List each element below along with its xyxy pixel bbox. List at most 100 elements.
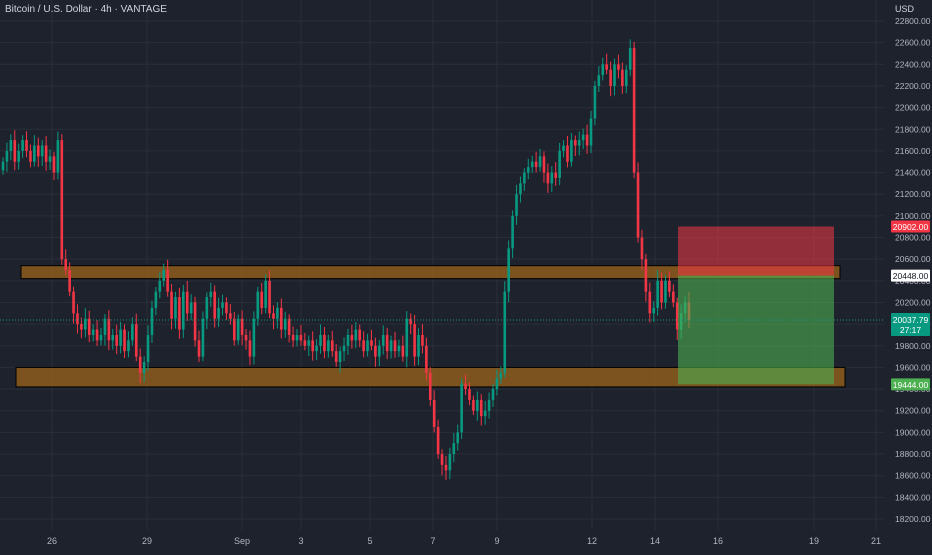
candle-body: [327, 340, 330, 352]
candle-body: [205, 297, 209, 319]
x-tick-label: 19: [809, 536, 819, 546]
candle-body: [283, 318, 287, 330]
candle-body: [99, 334, 103, 341]
candle-body: [76, 313, 79, 325]
candle-body: [644, 259, 648, 292]
candle-body: [52, 156, 56, 173]
price-tag-label: 20448.00: [893, 271, 929, 281]
candle-body: [554, 172, 558, 178]
candle-body: [491, 389, 495, 400]
candle-body: [542, 156, 546, 173]
candle-body: [244, 334, 248, 341]
y-tick-label: 19800.00: [895, 341, 931, 351]
x-tick-label: 9: [494, 536, 499, 546]
candle-body: [401, 345, 405, 357]
candle-body: [640, 237, 644, 260]
candle-body: [589, 118, 593, 146]
chart-title: Bitcoin / U.S. Dollar · 4h · VANTAGE: [5, 4, 167, 15]
x-tick-label: 7: [430, 536, 435, 546]
candle-body: [624, 69, 628, 86]
candle-body: [311, 340, 314, 352]
candle-body: [405, 318, 409, 357]
candle-body: [421, 334, 424, 346]
candle-body: [319, 334, 322, 346]
candle-body: [378, 345, 381, 357]
candle-body: [72, 291, 75, 314]
last-price-value: 20037.79: [893, 315, 929, 325]
x-tick-label: 26: [47, 536, 57, 546]
candle-body: [193, 302, 197, 341]
candle-body: [585, 134, 589, 146]
candle-body: [503, 291, 507, 373]
candle-body: [197, 340, 201, 357]
candle-body: [330, 340, 334, 352]
candle-body: [248, 340, 252, 357]
candle-body: [436, 426, 440, 455]
candle-body: [264, 280, 267, 308]
candle-body: [570, 140, 573, 162]
candle-body: [56, 140, 60, 173]
candle-body: [154, 291, 158, 308]
candle-body: [597, 75, 601, 86]
candle-body: [138, 356, 142, 373]
currency-label: USD: [895, 4, 915, 14]
candle-body: [660, 280, 663, 303]
candle-body: [577, 140, 581, 146]
x-tick-label: 29: [142, 536, 152, 546]
zone-rectangle: [20, 265, 841, 280]
candle-body: [558, 150, 561, 178]
y-tick-label: 21200.00: [895, 189, 931, 199]
candle-body: [323, 334, 326, 352]
candle-body: [605, 64, 608, 70]
candle-body: [272, 313, 275, 319]
candle-body: [299, 334, 303, 341]
candle-body: [232, 318, 236, 341]
y-tick-label: 20200.00: [895, 297, 931, 307]
candle-body: [389, 340, 393, 352]
y-tick-label: 22200.00: [895, 81, 931, 91]
exchange-label: VANTAGE: [120, 4, 167, 15]
candle-body: [33, 145, 36, 162]
candle-body: [236, 318, 240, 341]
candle-body: [413, 324, 416, 357]
candle-body: [342, 345, 346, 352]
candle-body: [664, 280, 667, 303]
candle-body: [225, 302, 228, 314]
candle-body: [68, 270, 71, 292]
x-tick-label: 5: [367, 536, 372, 546]
candle-body: [628, 48, 632, 70]
candle-body: [397, 345, 401, 352]
candle-body: [456, 432, 460, 444]
stop-loss-zone: [678, 226, 834, 276]
candle-body: [252, 318, 256, 357]
candle-body: [675, 302, 679, 330]
candle-body: [499, 372, 503, 379]
candle-body: [444, 464, 448, 471]
candle-body: [621, 69, 624, 86]
y-tick-label: 18800.00: [895, 449, 931, 459]
candle-body: [48, 156, 52, 162]
candle-body: [170, 291, 173, 319]
candle-body: [617, 64, 620, 70]
candle-body: [295, 334, 299, 341]
candle-body: [538, 156, 542, 168]
last-price-tag: [891, 313, 930, 337]
y-tick-label: 21800.00: [895, 124, 931, 134]
candle-body: [44, 145, 48, 162]
candle-body: [291, 334, 295, 341]
candle-body: [103, 318, 107, 335]
candle-body: [581, 134, 585, 141]
candle-body: [87, 318, 91, 335]
y-tick-label: 18400.00: [895, 492, 931, 502]
y-tick-label: 21600.00: [895, 146, 931, 156]
candle-body: [146, 334, 150, 363]
candle-body: [162, 270, 166, 281]
y-tick-label: 22800.00: [895, 16, 931, 26]
candle-body: [307, 340, 311, 346]
y-tick-label: 21400.00: [895, 168, 931, 178]
candle-body: [417, 334, 420, 357]
candle-body: [25, 140, 28, 151]
y-tick-label: 22600.00: [895, 38, 931, 48]
